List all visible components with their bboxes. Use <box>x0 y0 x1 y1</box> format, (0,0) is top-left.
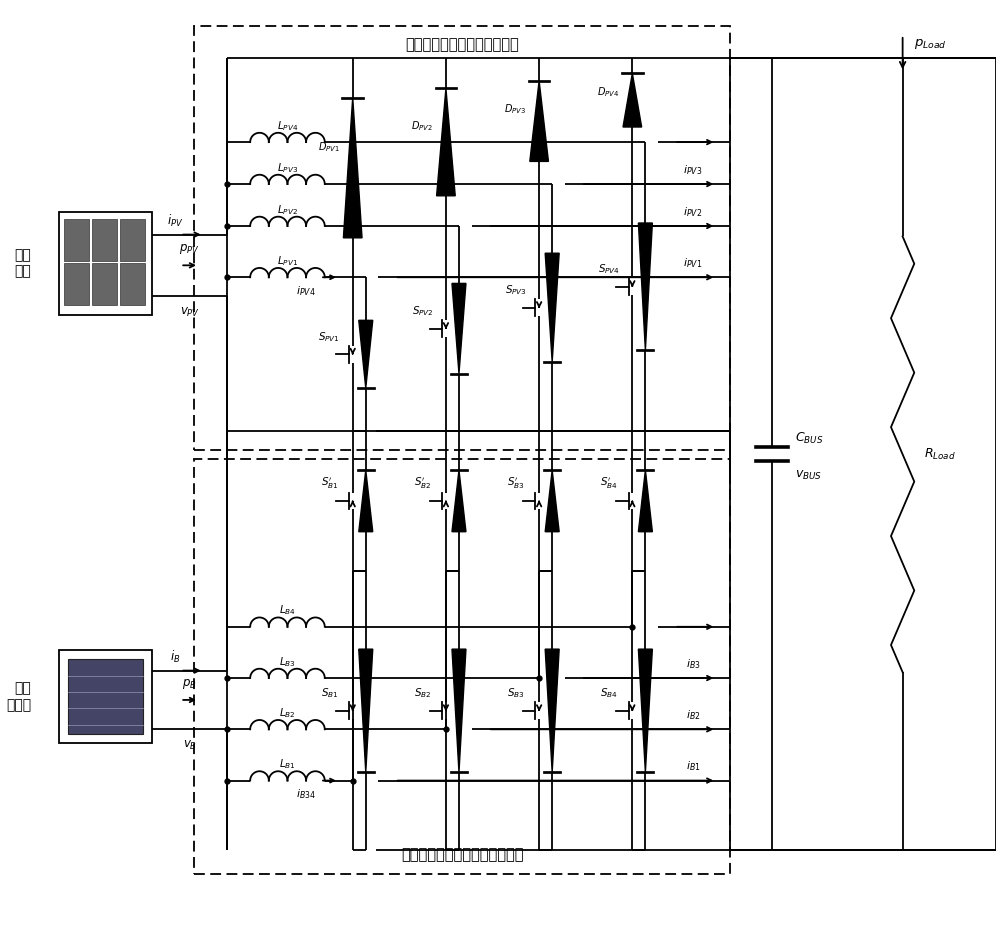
Polygon shape <box>452 471 466 532</box>
Polygon shape <box>545 650 559 773</box>
Polygon shape <box>545 254 559 362</box>
Text: $L_{B2}$: $L_{B2}$ <box>279 706 296 720</box>
Text: $D_{PV1}$: $D_{PV1}$ <box>318 140 340 154</box>
Text: $S_{PV4}$: $S_{PV4}$ <box>598 263 620 276</box>
Text: $S_{B2}$: $S_{B2}$ <box>414 687 431 701</box>
Text: $L_{PV1}$: $L_{PV1}$ <box>277 254 298 267</box>
Text: $D_{PV2}$: $D_{PV2}$ <box>411 119 433 133</box>
Text: $L_{PV4}$: $L_{PV4}$ <box>277 119 298 132</box>
Text: $p_{PV}$: $p_{PV}$ <box>179 242 200 256</box>
Bar <box>68 660 143 734</box>
Text: $i_{PV1}$: $i_{PV1}$ <box>683 256 703 270</box>
Text: $S_{PV2}$: $S_{PV2}$ <box>412 305 434 318</box>
Text: $S_{B3}'$: $S_{B3}'$ <box>507 475 525 491</box>
Text: $D_{PV3}$: $D_{PV3}$ <box>504 103 526 116</box>
Text: $i_{PV2}$: $i_{PV2}$ <box>683 205 703 219</box>
Text: 光伏
单元: 光伏 单元 <box>14 248 31 279</box>
Text: $i_{PV3}$: $i_{PV3}$ <box>683 163 703 177</box>
Text: $i_{B34}$: $i_{B34}$ <box>296 788 316 802</box>
Text: $L_{B4}$: $L_{B4}$ <box>279 604 296 618</box>
Polygon shape <box>359 321 373 388</box>
Text: $S_{B1}'$: $S_{B1}'$ <box>321 475 338 491</box>
Text: $C_{BUS}$: $C_{BUS}$ <box>795 431 824 445</box>
Polygon shape <box>437 89 455 196</box>
Bar <box>59 212 152 314</box>
Bar <box>59 651 152 744</box>
Text: $L_{B3}$: $L_{B3}$ <box>279 655 296 669</box>
Polygon shape <box>545 471 559 532</box>
Text: $i_{B1}$: $i_{B1}$ <box>686 760 700 774</box>
Bar <box>120 219 145 261</box>
Text: 光伏单元四相交错升压变流器: 光伏单元四相交错升压变流器 <box>405 36 519 52</box>
Polygon shape <box>638 650 652 773</box>
Text: $S_{PV3}$: $S_{PV3}$ <box>505 283 527 297</box>
Text: $S_{B4}$: $S_{B4}$ <box>600 687 618 701</box>
Text: $S_{PV1}$: $S_{PV1}$ <box>318 330 340 344</box>
Text: $p_{Load}$: $p_{Load}$ <box>914 37 947 51</box>
Polygon shape <box>638 223 652 350</box>
Polygon shape <box>623 74 642 127</box>
Text: $L_{PV3}$: $L_{PV3}$ <box>277 161 298 174</box>
Bar <box>92 263 117 305</box>
Polygon shape <box>359 650 373 773</box>
Polygon shape <box>343 98 362 238</box>
Text: $i_{PV4}$: $i_{PV4}$ <box>296 284 316 298</box>
Text: $v_{BUS}$: $v_{BUS}$ <box>795 469 823 482</box>
Bar <box>120 263 145 305</box>
Text: $i_{B2}$: $i_{B2}$ <box>686 708 700 722</box>
Text: $i_{B3}$: $i_{B3}$ <box>686 657 700 671</box>
Polygon shape <box>359 471 373 532</box>
Text: $v_{PV}$: $v_{PV}$ <box>180 306 200 319</box>
Polygon shape <box>452 283 466 374</box>
Text: 储能
蔻电池: 储能 蔻电池 <box>6 681 31 712</box>
Text: $L_{B1}$: $L_{B1}$ <box>279 758 296 772</box>
Text: 储能蔻电池四相交错双向变流器: 储能蔻电池四相交错双向变流器 <box>401 847 523 863</box>
Bar <box>92 219 117 261</box>
Bar <box>64 219 89 261</box>
Text: $i_{PV}$: $i_{PV}$ <box>167 212 184 228</box>
Text: $v_B$: $v_B$ <box>183 739 197 752</box>
Text: $S_{B3}$: $S_{B3}$ <box>507 687 525 701</box>
Polygon shape <box>530 81 548 161</box>
Text: $R_{Load}$: $R_{Load}$ <box>924 446 955 462</box>
Polygon shape <box>452 650 466 773</box>
Text: $S_{B1}$: $S_{B1}$ <box>321 687 338 701</box>
Text: $L_{PV2}$: $L_{PV2}$ <box>277 203 298 216</box>
Bar <box>194 25 730 449</box>
Bar <box>194 459 730 874</box>
Text: $S_{B2}'$: $S_{B2}'$ <box>414 475 431 491</box>
Text: $S_{B4}'$: $S_{B4}'$ <box>600 475 618 491</box>
Polygon shape <box>638 471 652 532</box>
Bar <box>64 263 89 305</box>
Text: $p_B$: $p_B$ <box>182 677 197 691</box>
Text: $i_B$: $i_B$ <box>170 649 181 665</box>
Text: $D_{PV4}$: $D_{PV4}$ <box>597 85 619 99</box>
